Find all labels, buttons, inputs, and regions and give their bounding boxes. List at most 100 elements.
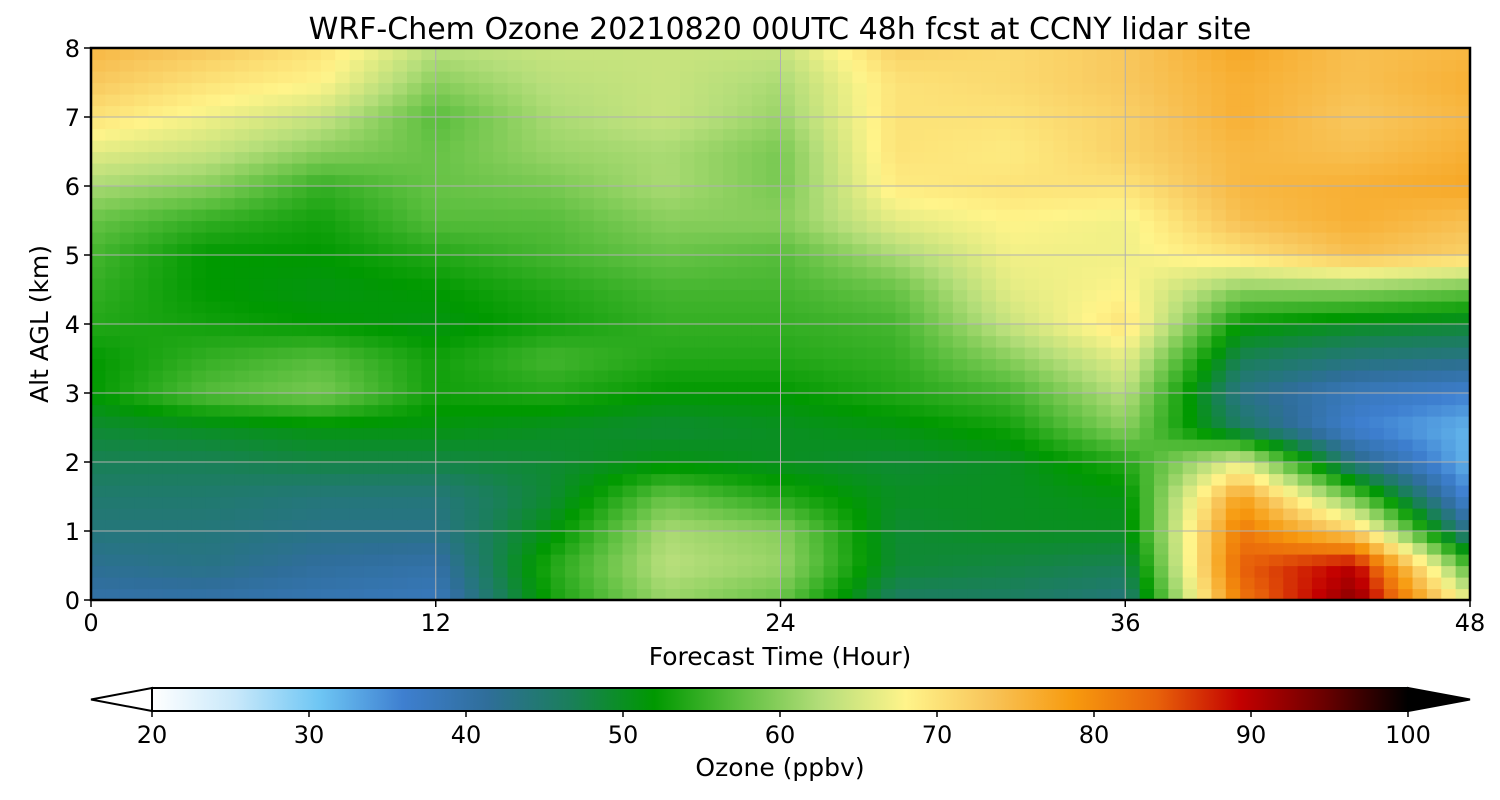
heatmap-cell [349,82,365,95]
heatmap-cell [1197,255,1213,268]
heatmap-cell [608,266,624,279]
heatmap-cell [263,266,279,279]
heatmap-cell [723,324,739,337]
heatmap-cell [723,347,739,360]
heatmap-cell [708,128,724,141]
heatmap-cell [1067,347,1083,360]
heatmap-cell [823,151,839,164]
heatmap-cell [320,301,336,314]
heatmap-cell [1426,140,1442,153]
heatmap-cell [493,450,509,463]
heatmap-cell [1297,542,1313,555]
heatmap-cell [1355,82,1371,95]
heatmap-cell [794,48,810,61]
heatmap-cell [478,243,494,256]
heatmap-cell [1096,358,1112,371]
heatmap-cell [837,301,853,314]
heatmap-cell [1153,519,1169,532]
heatmap-cell [665,462,681,475]
heatmap-cell [1139,542,1155,555]
heatmap-cell [450,128,466,141]
heatmap-cell [550,289,566,302]
heatmap-cell [521,71,537,84]
heatmap-cell [320,508,336,521]
heatmap-cell [608,140,624,153]
heatmap-cell [794,128,810,141]
heatmap-cell [909,462,925,475]
heatmap-cell [967,358,983,371]
heatmap-cell [766,577,782,590]
heatmap-cell [1355,508,1371,521]
heatmap-cell [550,393,566,406]
heatmap-cell [507,197,523,210]
heatmap-cell [881,335,897,348]
heatmap-cell [435,381,451,394]
heatmap-cell [220,335,236,348]
heatmap-cell [1326,243,1342,256]
heatmap-cell [866,243,882,256]
heatmap-cell [1125,404,1141,417]
heatmap-cell [1254,301,1270,314]
heatmap-cell [895,381,911,394]
heatmap-cell [1412,427,1428,440]
heatmap-cell [162,266,178,279]
heatmap-cell [708,554,724,567]
heatmap-cell [938,508,954,521]
heatmap-cell [1412,232,1428,245]
heatmap-cell [766,588,782,600]
heatmap-cell [967,439,983,452]
heatmap-cell [924,266,940,279]
heatmap-cell [1268,347,1284,360]
heatmap-cell [895,427,911,440]
heatmap-cell [1182,565,1198,578]
heatmap-cell [866,59,882,72]
heatmap-cell [521,174,537,187]
heatmap-cell [837,151,853,164]
heatmap-cell [895,117,911,130]
heatmap-cell [608,462,624,475]
heatmap-cell [952,243,968,256]
heatmap-cell [995,266,1011,279]
heatmap-cell [1383,473,1399,486]
heatmap-cell [895,439,911,452]
heatmap-cell [694,542,710,555]
heatmap-cell [493,278,509,291]
heatmap-cell [134,427,150,440]
heatmap-cell [737,59,753,72]
heatmap-cell [1096,186,1112,199]
heatmap-cell [493,117,509,130]
heatmap-cell [1283,347,1299,360]
heatmap-cell [1455,197,1470,210]
heatmap-cell [450,209,466,222]
heatmap-cell [1024,404,1040,417]
heatmap-cell [1197,347,1213,360]
heatmap-cell [320,462,336,475]
heatmap-cell [952,209,968,222]
heatmap-cell [493,266,509,279]
heatmap-cell [1024,289,1040,302]
heatmap-cell [119,439,135,452]
heatmap-cell [320,416,336,429]
heatmap-cell [478,71,494,84]
heatmap-cell [105,128,121,141]
heatmap-cell [1096,462,1112,475]
heatmap-cell [1067,243,1083,256]
heatmap-cell [593,393,609,406]
heatmap-cell [1197,174,1213,187]
heatmap-cell [924,117,940,130]
heatmap-cell [565,427,580,440]
heatmap-cell [1441,404,1457,417]
heatmap-cell [1010,358,1026,371]
heatmap-cell [1455,577,1470,590]
heatmap-cell [593,473,609,486]
heatmap-cell [1110,416,1126,429]
heatmap-cell [234,140,250,153]
heatmap-cell [780,312,796,325]
heatmap-cell [220,301,236,314]
heatmap-cell [177,209,193,222]
heatmap-cell [1082,519,1098,532]
heatmap-cell [1240,174,1256,187]
heatmap-cell [1426,105,1442,118]
heatmap-cell [593,381,609,394]
heatmap-cell [1053,416,1069,429]
